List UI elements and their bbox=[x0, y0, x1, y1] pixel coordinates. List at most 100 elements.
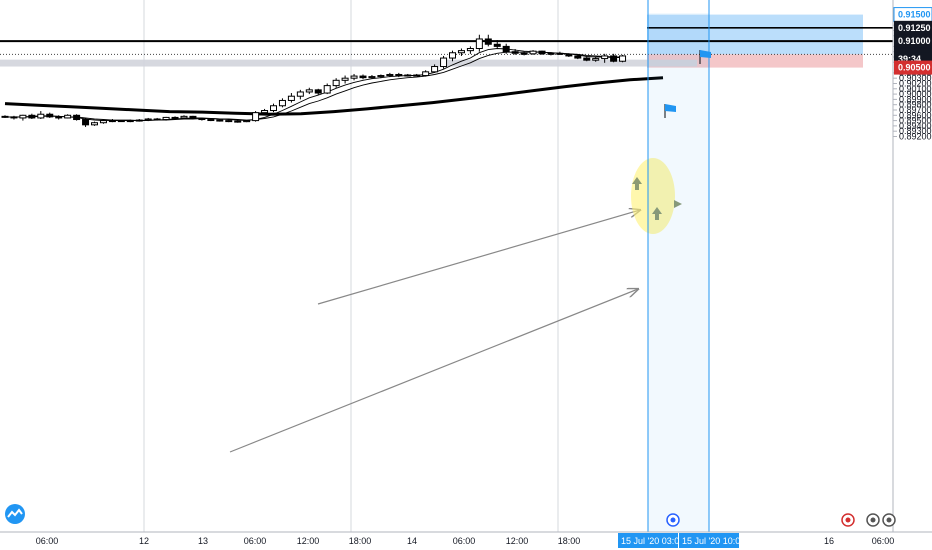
time-tick-label: 16 bbox=[824, 536, 834, 546]
candle-body bbox=[323, 85, 331, 94]
candle-body bbox=[583, 57, 591, 61]
candle bbox=[91, 121, 98, 126]
candle-body bbox=[55, 116, 63, 119]
candle bbox=[466, 46, 474, 54]
candle bbox=[610, 53, 618, 63]
candle-body bbox=[556, 52, 564, 55]
candle-body bbox=[332, 79, 340, 87]
candle bbox=[278, 98, 286, 108]
price-tick-label: 0.89600 bbox=[899, 110, 932, 120]
price-axis[interactable]: 0.892000.893000.894000.895000.896000.897… bbox=[892, 0, 932, 532]
candle-body bbox=[153, 118, 161, 121]
price-tick-label: 0.89300 bbox=[899, 126, 932, 136]
price-tag bbox=[894, 20, 932, 35]
candle-body bbox=[520, 52, 528, 55]
event-icon-dot bbox=[845, 517, 851, 523]
candle-body bbox=[278, 99, 286, 107]
candle-body bbox=[619, 55, 627, 62]
time-tick-label: 13 bbox=[198, 536, 208, 546]
trend-arrow-lower bbox=[229, 289, 638, 453]
candle bbox=[565, 53, 573, 57]
zones bbox=[0, 14, 863, 68]
candle bbox=[37, 111, 45, 119]
time-tick-label: 06:00 bbox=[453, 536, 476, 546]
candle-body bbox=[19, 114, 27, 119]
candle-body bbox=[108, 120, 116, 123]
price-tick-label: 0.89200 bbox=[899, 131, 932, 141]
candle-body bbox=[144, 118, 152, 121]
candle bbox=[207, 118, 215, 122]
candle-body bbox=[180, 115, 188, 119]
support-band bbox=[0, 59, 697, 67]
candle-body bbox=[287, 95, 295, 101]
up-arrow-icon bbox=[632, 177, 642, 190]
candle-body bbox=[440, 57, 448, 68]
candle-body bbox=[449, 52, 456, 59]
candle bbox=[422, 70, 430, 77]
candle-body bbox=[234, 120, 242, 123]
candle-body bbox=[386, 73, 394, 77]
candle bbox=[386, 72, 394, 78]
highlight-ellipse bbox=[631, 158, 675, 234]
price-tick-label: 0.89700 bbox=[899, 105, 932, 115]
candle-body bbox=[431, 66, 439, 73]
candle-body bbox=[305, 89, 313, 93]
candle-body bbox=[126, 120, 134, 123]
time-tick-label: 12:00 bbox=[506, 536, 529, 546]
candle bbox=[457, 48, 465, 56]
candle-body bbox=[225, 120, 233, 123]
candle-body bbox=[610, 55, 618, 62]
candle-body bbox=[171, 116, 179, 119]
candle bbox=[198, 117, 206, 121]
candle bbox=[493, 40, 501, 50]
candle bbox=[252, 111, 260, 122]
candle-body bbox=[261, 110, 269, 114]
candle-body bbox=[64, 114, 72, 119]
candle-body bbox=[117, 120, 125, 123]
candle-body bbox=[82, 119, 90, 126]
event-icon-dot bbox=[886, 517, 892, 523]
candle bbox=[234, 120, 242, 123]
candle bbox=[117, 120, 125, 123]
price-tag-label: 39:34 bbox=[898, 54, 921, 64]
candle bbox=[270, 103, 277, 113]
candle-body bbox=[413, 74, 421, 77]
long-ma-line bbox=[4, 76, 664, 116]
candle bbox=[332, 78, 340, 88]
candle bbox=[135, 119, 143, 122]
price-tag-label: 0.91000 bbox=[898, 36, 931, 46]
candle bbox=[440, 55, 448, 69]
candle-body bbox=[243, 120, 251, 123]
candle bbox=[529, 50, 537, 55]
time-axis[interactable]: 06:00 12 13 06:00 12:00 18:00 14 06:00 12:00 18:0… bbox=[0, 531, 932, 548]
candle bbox=[475, 34, 483, 52]
candle-body bbox=[189, 115, 197, 119]
cursor-date-label: 15 Jul '20 10:00 bbox=[682, 536, 745, 546]
right-arrow-icon bbox=[674, 200, 682, 208]
candle bbox=[404, 73, 412, 77]
candle-body bbox=[574, 55, 582, 59]
candle bbox=[368, 75, 376, 79]
candle-body bbox=[395, 73, 403, 77]
candle-body bbox=[270, 105, 277, 112]
candle-body bbox=[162, 116, 170, 121]
candle bbox=[144, 117, 152, 122]
candle bbox=[502, 43, 510, 54]
candle-body bbox=[216, 119, 224, 122]
candle-body bbox=[359, 75, 367, 79]
candle bbox=[538, 50, 546, 55]
candle-body bbox=[475, 38, 483, 50]
time-tick-label: 06:00 bbox=[36, 536, 59, 546]
flag-icon bbox=[665, 104, 676, 112]
candle bbox=[46, 112, 54, 118]
candle bbox=[55, 115, 63, 120]
candle-body bbox=[404, 74, 412, 77]
candle bbox=[601, 53, 609, 63]
candle bbox=[99, 119, 107, 124]
time-tick-label: 12:00 bbox=[297, 536, 320, 546]
candle bbox=[619, 54, 627, 63]
candle-body bbox=[565, 53, 573, 57]
price-tag-label: 0.90500 bbox=[898, 63, 931, 73]
